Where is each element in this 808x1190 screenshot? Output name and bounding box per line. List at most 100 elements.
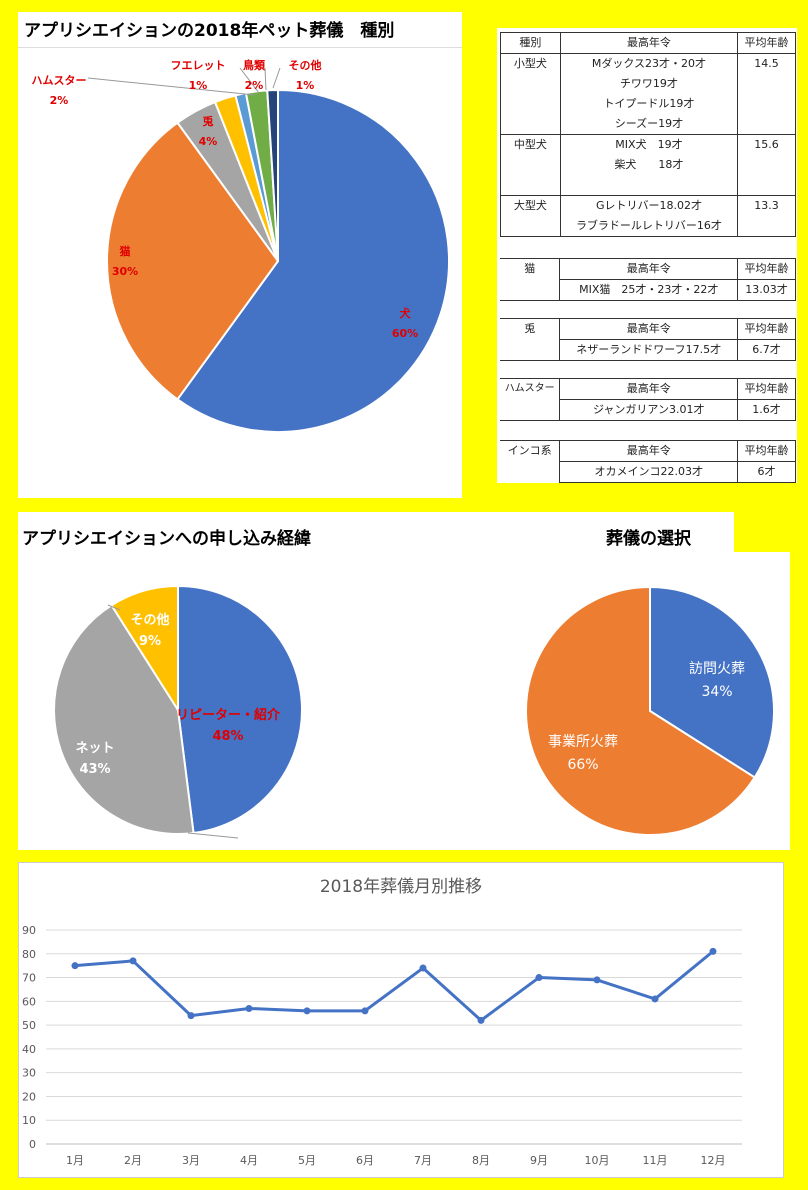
max-age-cell: ジャンガリアン3.01才 [559,399,739,421]
data-point [651,995,659,1003]
y-tick-label: 20 [22,1090,36,1103]
slice-label-ferret: フエレット 1% [170,59,226,92]
avg-age-cell: 1.6才 [737,399,796,421]
type-cell: 兎 [500,318,560,361]
leader-line [87,77,256,96]
avg-age-cell: 15.6 [737,134,796,196]
x-tick-label: 8月 [472,1154,490,1167]
type-cell: 小型犬 [500,53,561,135]
y-tick-label: 0 [29,1138,36,1151]
cat-table: 猫 最高年令 平均年齢 MIX猫 25才・23才・22才 13.03才 [500,258,796,301]
pie-slice-2 [110,584,179,714]
x-tick-label: 5月 [298,1154,316,1167]
type-cell: 猫 [500,258,560,301]
max-age-cell: Mダックス23才・20才 チワワ19才 トイプードル19才 シーズー19才 [559,53,739,135]
leader-line [239,67,260,94]
slice-label-channel-other: その他 9% [130,613,170,649]
avg-age-cell: 14.5 [737,53,796,135]
x-tick-label: 12月 [701,1154,726,1167]
type-cell: 大型犬 [500,195,561,237]
pie-slice-1 [53,603,195,835]
slice-label-office: 事業所火葬 66% [548,734,618,773]
y-tick-label: 90 [22,924,36,937]
species-pie-chart [87,67,450,433]
header-cell: 種別 [500,32,561,54]
x-tick-label: 10月 [585,1154,610,1167]
slice-label-dog: 犬 60% [391,307,419,340]
data-point [303,1007,311,1015]
table-row: 小型犬 Mダックス23才・20才 チワワ19才 トイプードル19才 シーズー19… [500,53,796,135]
data-point [535,974,543,982]
rabbit-table: 兎 最高年令 平均年齢 ネザーランドドワーフ17.5才 6.7才 [500,318,796,361]
leader-line [187,832,239,839]
max-age-cell: ネザーランドドワーフ17.5才 [559,339,739,361]
slice-label-bird: 鳥類 2% [243,59,265,92]
data-point [129,957,137,965]
leader-line [264,67,267,91]
y-tick-label: 40 [22,1043,36,1056]
species-title: アプリシエイションの2018年ペット葬儀 種別 [24,21,395,41]
header-cell: 平均年齢 [737,318,796,340]
monthly-panel [18,862,784,1178]
leader-line [107,604,121,611]
pie-slice-6 [266,88,279,262]
type-cell: インコ系 [500,440,560,483]
max-age-cell: MIX猫 25才・23才・22才 [559,279,739,301]
choice-pie-chart [525,585,775,836]
slice-label-cat: 猫 30% [111,245,139,278]
pie-slice-0 [177,584,303,835]
header-cell: 最高年令 [559,258,739,280]
table-row: 中型犬 MIX犬 19才 柴犬 18才 15.6 [500,134,796,196]
y-tick-label: 60 [22,995,36,1008]
header-cell: 最高年令 [559,318,739,340]
pie-slice-1 [525,585,757,836]
data-point [477,1016,485,1024]
x-tick-label: 7月 [414,1154,432,1167]
slice-label-net: ネット 43% [75,741,115,777]
header-cell: 最高年令 [559,440,739,462]
leader-line [272,67,281,89]
data-point [361,1007,369,1015]
channel-title: アプリシエイションへの申し込み経緯 [22,529,311,549]
data-point [187,1012,195,1020]
y-tick-label: 50 [22,1019,36,1032]
channel-pie-chart [53,584,303,839]
monthly-chart-title: 2018年葬儀月別推移 [319,877,483,897]
pie-slice-0 [176,88,450,433]
max-age-cell: オカメインコ22.03才 [559,461,739,483]
x-tick-label: 2月 [124,1154,142,1167]
x-tick-label: 3月 [182,1154,200,1167]
channel-panel [18,512,734,552]
header-cell: 平均年齢 [737,258,796,280]
type-cell: ハムスター [500,378,560,421]
table-row: 大型犬 Gレトリバー18.02才 ラブラドールレトリバー16才 13.3 [500,195,796,237]
species-title-rule [18,47,462,48]
hamster-table: ハムスター 最高年令 平均年齢 ジャンガリアン3.01才 1.6才 [500,378,796,421]
y-tick-label: 70 [22,972,36,985]
header-cell: 平均年齢 [737,32,796,54]
header-cell: 平均年齢 [737,440,796,462]
max-age-cell: Gレトリバー18.02才 ラブラドールレトリバー16才 [559,195,739,237]
max-age-cell: MIX犬 19才 柴犬 18才 [559,134,739,196]
slice-label-visit: 訪問火葬 34% [689,661,745,700]
header-cell: 最高年令 [559,32,739,54]
data-point [245,1004,253,1012]
data-point [71,962,79,970]
data-point [709,947,717,955]
y-tick-label: 80 [22,948,36,961]
y-tick-label: 10 [22,1114,36,1127]
x-tick-label: 1月 [66,1154,84,1167]
slice-label-rabbit: 兎 4% [198,115,218,148]
header-cell: 平均年齢 [737,378,796,400]
y-tick-label: 30 [22,1067,36,1080]
parakeet-table: インコ系 最高年令 平均年齢 オカメインコ22.03才 6才 [500,440,796,483]
x-tick-label: 4月 [240,1154,258,1167]
x-tick-label: 11月 [643,1154,668,1167]
avg-age-cell: 6才 [737,461,796,483]
data-point [593,976,601,984]
slice-label-hamster: ハムスター 2% [31,74,87,107]
series-line [74,950,714,1022]
choice-title: 葬儀の選択 [606,529,691,549]
x-tick-label: 9月 [530,1154,548,1167]
monthly-line-chart: 0 10 20 30 40 50 60 70 80 90 1月 2月 3月 4月 5月 6月 7月 8月 9月 10月… [22,924,742,1167]
